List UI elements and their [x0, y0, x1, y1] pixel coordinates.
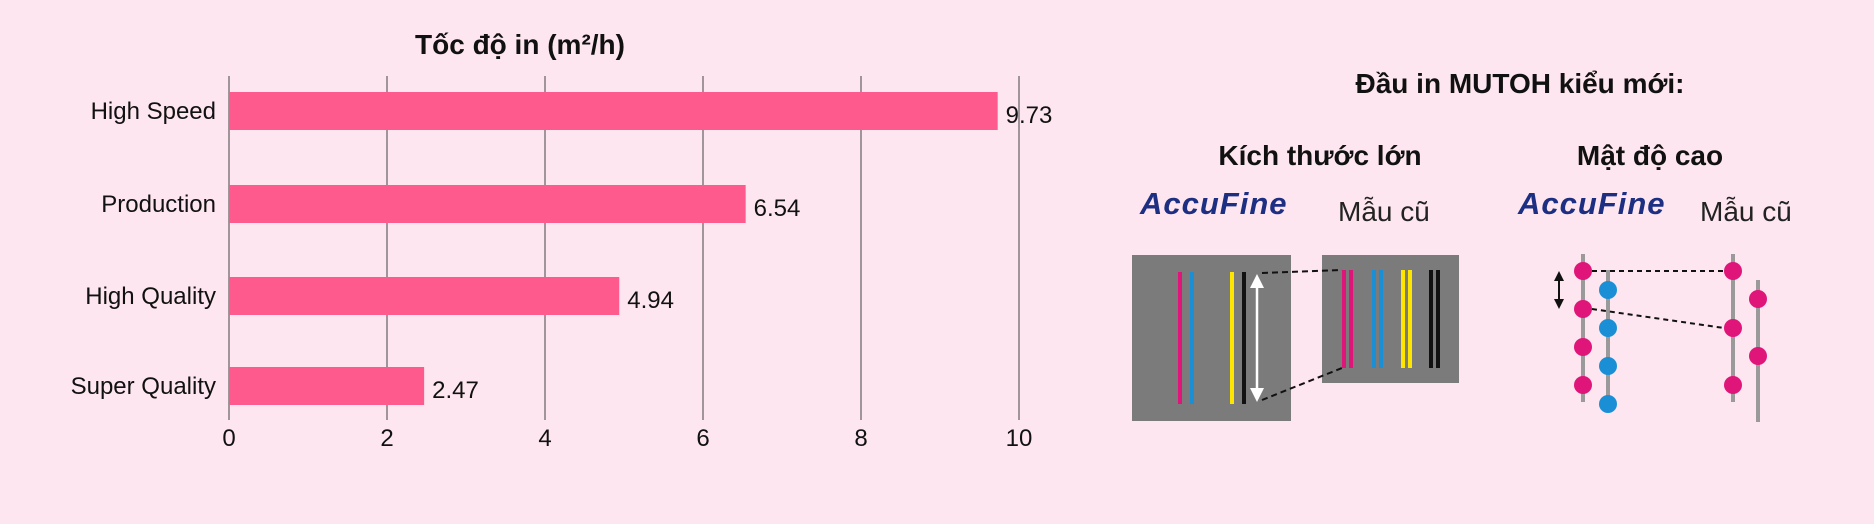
connector-bottom	[1261, 367, 1343, 401]
x-tick-label-1: 2	[380, 425, 393, 452]
new-large-stripe-yellow	[1230, 272, 1234, 404]
old-nozzle-3	[1724, 376, 1742, 394]
bar-chart: Tốc độ in (m²/h) High SpeedProductionHig…	[71, 29, 1053, 452]
panel-2-brand-text: AccuFine	[1518, 186, 1666, 221]
new-nozzle-m4	[1574, 376, 1592, 394]
old-stripe-yellow-2	[1408, 270, 1412, 368]
x-tick-label-2: 4	[538, 425, 551, 452]
panel-1-title: Kích thước lớn	[1218, 140, 1422, 171]
bar-2	[229, 277, 620, 315]
bar-3	[229, 367, 425, 405]
chart-grid	[228, 76, 1020, 420]
x-tick-label-0: 0	[222, 425, 235, 452]
pitch-arrow-top	[1554, 271, 1564, 281]
panel-1-brand-logo: AccuFine	[1140, 186, 1288, 222]
category-label-2: High Quality	[85, 283, 216, 310]
old-stripe-black-2	[1436, 270, 1440, 368]
old-nozzle-5	[1749, 347, 1767, 365]
value-label-3: 2.47	[432, 377, 479, 404]
value-label-1: 6.54	[754, 195, 801, 222]
panel-2-brand-logo: AccuFine	[1518, 186, 1666, 222]
connector-top	[1261, 269, 1343, 274]
value-labels: 9.73 6.54 4.94 2.47	[432, 102, 1052, 404]
new-large-stripe-black	[1242, 272, 1246, 404]
bar-0	[229, 92, 998, 130]
old-stripe-magenta-1	[1342, 270, 1346, 368]
old-nozzle-4	[1749, 290, 1767, 308]
diagram-title: Đầu in MUTOH kiểu mới:	[1355, 68, 1685, 99]
new-nozzle-m3	[1574, 338, 1592, 356]
length-arrow-bottom	[1250, 388, 1264, 402]
x-tick-label-4: 8	[854, 425, 867, 452]
new-nozzle-m2	[1574, 300, 1592, 318]
old-nozzle-1	[1724, 262, 1742, 280]
category-label-1: Production	[101, 191, 216, 218]
new-nozzle-m1	[1574, 262, 1592, 280]
bar-1	[229, 185, 746, 223]
category-labels: High Speed Production High Quality Super Qu…	[71, 98, 216, 400]
chart-title: Tốc độ in (m²/h)	[415, 29, 625, 60]
old-stripe-cyan-2	[1379, 270, 1383, 368]
new-large-stripe-magenta	[1178, 272, 1182, 404]
new-nozzle-c3	[1599, 357, 1617, 375]
new-large-head	[1132, 255, 1291, 421]
panel-2-old-label: Mẫu cũ	[1700, 196, 1792, 227]
value-label-0: 9.73	[1006, 102, 1053, 129]
old-stripe-black-1	[1429, 270, 1433, 368]
panel-2-title: Mật độ cao	[1576, 140, 1724, 171]
new-nozzle-c1	[1599, 281, 1617, 299]
length-arrow-top	[1250, 274, 1264, 288]
old-stripe-cyan-1	[1372, 270, 1376, 368]
new-nozzle-c4	[1599, 395, 1617, 413]
old-stripe-magenta-2	[1349, 270, 1353, 368]
density-connector-bottom	[1591, 308, 1725, 329]
pitch-arrow-bottom	[1554, 299, 1564, 309]
x-tick-labels: 0 2 4 6 8 10	[222, 425, 1032, 452]
new-large-stripe-cyan	[1190, 272, 1194, 404]
panel-1-old-label: Mẫu cũ	[1338, 196, 1430, 227]
old-nozzle-2	[1724, 319, 1742, 337]
category-label-3: Super Quality	[71, 373, 216, 400]
x-tick-label-5: 10	[1006, 425, 1033, 452]
x-tick-label-3: 6	[696, 425, 709, 452]
new-nozzle-c2	[1599, 319, 1617, 337]
chart-bars	[229, 92, 998, 405]
panel-1-brand-text: AccuFine	[1140, 186, 1288, 221]
value-label-2: 4.94	[627, 287, 674, 314]
old-stripe-yellow-1	[1401, 270, 1405, 368]
category-label-0: High Speed	[91, 98, 216, 125]
